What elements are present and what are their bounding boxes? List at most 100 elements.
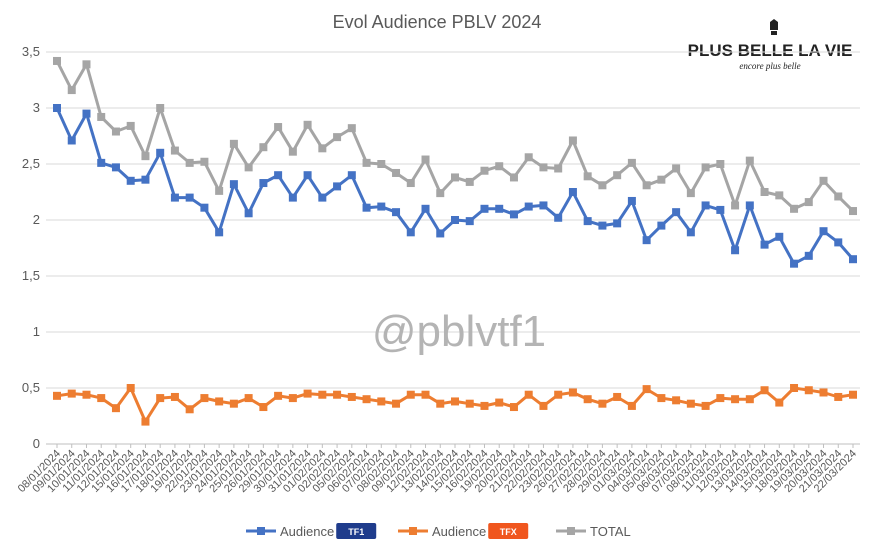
data-point [716,394,725,403]
data-point [421,390,430,399]
data-point [200,157,209,166]
data-point [819,388,828,397]
legend-item: Audience TF1 [246,523,377,539]
data-point [495,162,504,171]
data-point [790,204,799,213]
data-point [67,389,76,398]
data-point [804,386,813,395]
data-point [303,120,312,129]
data-point [244,209,253,218]
data-point [215,397,224,406]
data-point [215,186,224,195]
data-point [509,173,518,182]
data-point [627,196,636,205]
data-point [436,229,445,238]
data-point [627,401,636,410]
data-point [111,404,120,413]
data-point [539,201,548,210]
data-point [495,204,504,213]
data-point [185,405,194,414]
data-point [642,385,651,394]
data-point [244,394,253,403]
data-point [451,216,459,224]
data-point [613,392,622,401]
legend-label: Audience [432,524,486,539]
data-point [362,158,371,167]
data-point [333,133,342,142]
data-point [775,398,784,407]
data-point [229,399,238,408]
data-point [111,127,120,136]
data-point [185,193,194,202]
data-point [790,384,799,392]
data-point [509,210,518,219]
data-point [156,104,165,112]
series-line [55,107,855,266]
data-point [849,255,857,264]
data-point [53,391,61,400]
data-point [509,403,518,412]
data-point [834,192,843,201]
data-point [745,156,754,165]
data-point [745,395,754,404]
data-point [288,147,297,156]
chart-title: Evol Audience PBLV 2024 [333,12,542,32]
data-point [288,394,297,403]
legend-item: Audience TFX [398,523,529,539]
watermark: @pblvtf1 [372,307,546,356]
data-point [849,207,857,216]
data-point [701,401,710,410]
data-point [362,395,371,404]
data-point [67,136,76,145]
data-point [790,259,799,268]
y-tick-label: 1,5 [22,268,40,283]
data-point [274,391,283,400]
y-tick-label: 0 [33,436,40,451]
x-axis-ticks: 08/01/202409/01/202410/01/202411/01/2024… [16,444,859,495]
data-point [554,164,563,173]
data-point [392,208,401,217]
data-point [406,228,415,237]
data-point [274,171,283,180]
data-point [333,390,342,399]
data-point [834,238,843,247]
data-point [731,201,740,210]
data-point [141,417,150,426]
data-point [347,171,356,180]
data-point [259,179,268,188]
data-point [141,175,150,184]
data-point [318,193,327,202]
data-point [568,188,577,196]
data-point [495,398,504,407]
data-point [53,104,61,112]
series-total [53,56,857,216]
series-line [55,60,855,213]
data-point [259,143,268,152]
data-point [436,189,445,198]
legend: Audience TF1 Audience TFX TOTAL [246,523,631,539]
data-point [274,123,283,132]
data-point [229,139,238,148]
data-point [303,171,312,180]
data-point [53,56,61,65]
data-point [627,158,636,167]
data-point [554,213,563,222]
data-point [170,146,179,155]
data-point [421,204,430,213]
data-point [657,221,666,230]
series-group [53,56,857,426]
data-point [156,148,165,157]
data-point [583,217,592,226]
data-point [804,251,813,260]
data-point [613,171,622,180]
data-point [598,399,607,408]
data-point [598,181,607,190]
data-point [392,168,401,177]
data-point [539,163,548,172]
data-point [362,203,371,212]
data-point [524,202,533,211]
data-point [406,179,415,188]
data-point [185,158,194,167]
data-point [672,396,681,405]
data-point [97,394,106,403]
